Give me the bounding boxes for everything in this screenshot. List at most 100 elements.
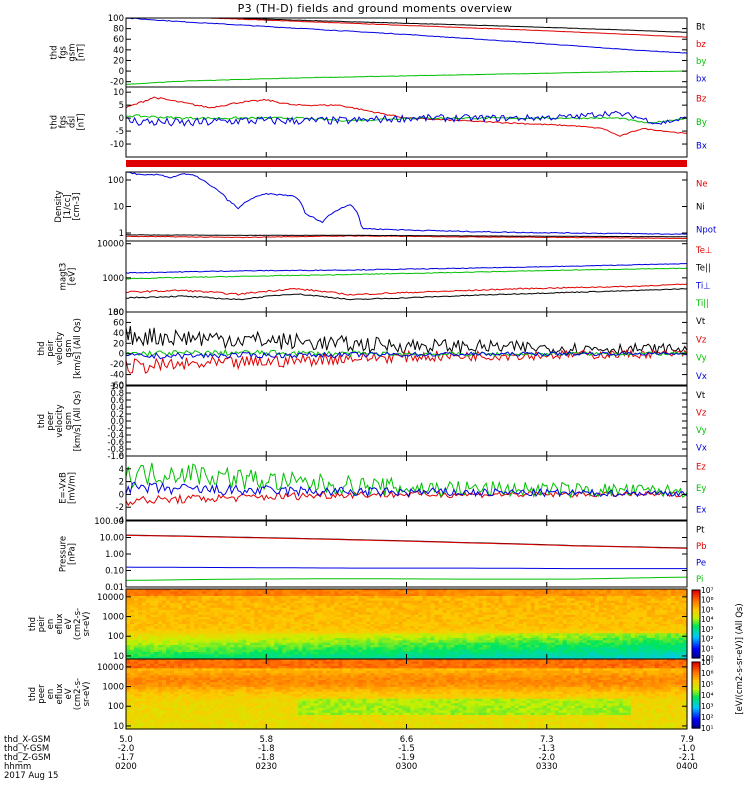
spectrogram-cell bbox=[166, 670, 171, 674]
spectrogram-cell bbox=[214, 600, 219, 604]
series-vz-line bbox=[125, 348, 688, 374]
spectrogram-cell bbox=[290, 631, 295, 634]
spectrogram-cell bbox=[490, 649, 496, 653]
spectrogram-cell bbox=[306, 656, 311, 660]
spectrogram-cell bbox=[566, 640, 572, 644]
spectrogram-cell bbox=[554, 596, 560, 599]
spectrogram-cell bbox=[150, 691, 155, 695]
spectrogram-cell bbox=[178, 624, 183, 627]
spectrogram-cell bbox=[446, 591, 452, 595]
spectrogram-cell bbox=[558, 596, 564, 599]
spectrogram-cell bbox=[402, 652, 408, 655]
spectrogram-cell bbox=[570, 631, 576, 634]
spectrogram-cell bbox=[550, 607, 556, 611]
spectrogram-cell bbox=[602, 619, 608, 623]
spectrogram-cell bbox=[126, 675, 131, 679]
spectrogram-cell bbox=[406, 600, 412, 604]
spectrogram-cell bbox=[382, 596, 388, 599]
spectrogram-cell bbox=[266, 605, 271, 609]
spectrogram-cell bbox=[274, 633, 279, 637]
spectrogram-cell bbox=[362, 656, 367, 660]
spectrogram-cell bbox=[246, 589, 251, 592]
spectrogram-cell bbox=[338, 635, 343, 639]
spectrogram-cell bbox=[238, 589, 243, 592]
spectrogram-cell bbox=[154, 684, 159, 688]
spectrogram-cell bbox=[210, 628, 215, 632]
spectrogram-cell bbox=[178, 619, 183, 623]
spectrogram-cell bbox=[578, 652, 584, 655]
spectrogram-cell bbox=[190, 617, 195, 620]
spectrogram-cell bbox=[182, 617, 187, 620]
spectrogram-cell bbox=[650, 654, 656, 658]
spectrogram-cell bbox=[450, 600, 456, 604]
spectrogram-cell bbox=[478, 589, 484, 592]
spectrogram-cell bbox=[242, 628, 247, 632]
spectrogram-cell bbox=[578, 612, 584, 616]
spectrogram-cell bbox=[222, 647, 227, 651]
spectrogram-cell bbox=[278, 635, 283, 639]
spectrogram-cell bbox=[274, 603, 279, 606]
spectrogram-cell bbox=[134, 701, 139, 704]
spectrogram-cell bbox=[426, 600, 432, 604]
spectrogram-cell bbox=[154, 635, 159, 639]
spectrogram-cell bbox=[238, 628, 243, 632]
spectrogram-cell bbox=[438, 635, 444, 639]
spectrogram-cell bbox=[358, 607, 363, 611]
spectrogram-cell bbox=[202, 596, 207, 599]
spectrogram-cell bbox=[606, 624, 612, 627]
spectrogram-cell bbox=[442, 610, 448, 613]
spectrogram-cell bbox=[398, 610, 404, 613]
spectrogram-cell bbox=[290, 645, 295, 648]
spectrogram-cell bbox=[146, 600, 151, 604]
spectrogram-cell bbox=[470, 656, 476, 660]
spectrogram-cell bbox=[650, 589, 656, 592]
spectrogram-cell bbox=[166, 654, 171, 658]
y-tick-label: -1.0 bbox=[107, 452, 124, 462]
spectrogram-cell bbox=[630, 589, 636, 592]
spectrogram-cell bbox=[226, 603, 231, 606]
spectrogram-cell bbox=[582, 614, 588, 618]
spectrogram-cell bbox=[602, 591, 608, 595]
spectrogram-cell bbox=[202, 635, 207, 639]
legend-te: Te⊥ bbox=[695, 246, 712, 256]
spectrogram-cell bbox=[522, 589, 528, 592]
spectrogram-cell bbox=[646, 621, 652, 625]
spectrogram-cell bbox=[222, 603, 227, 606]
spectrogram-cell bbox=[302, 607, 307, 611]
spectrogram-cell bbox=[675, 656, 680, 660]
spectrogram-cell bbox=[494, 626, 500, 630]
spectrogram-cell bbox=[478, 621, 484, 625]
spectrogram-cell bbox=[262, 614, 267, 618]
spectrogram-cell bbox=[630, 645, 636, 648]
spectrogram-cell bbox=[166, 710, 171, 714]
spectrogram-cell bbox=[671, 642, 676, 646]
spectrogram-cell bbox=[530, 591, 536, 595]
spectrogram-cell bbox=[150, 703, 155, 707]
spectrogram-cell bbox=[242, 591, 247, 595]
spectrogram-cell bbox=[558, 605, 564, 609]
legend-vy: Vy bbox=[696, 354, 707, 364]
spectrogram-cell bbox=[310, 631, 315, 634]
spectrogram-cell bbox=[679, 614, 684, 618]
spectrogram-cell bbox=[474, 656, 480, 660]
spectrogram-cell bbox=[558, 628, 564, 632]
spectrogram-cell bbox=[290, 647, 295, 651]
spectrogram-cell bbox=[146, 701, 151, 704]
spectrogram-cell bbox=[490, 652, 496, 655]
spectrogram-cell bbox=[410, 624, 416, 627]
spectrogram-cell bbox=[630, 656, 636, 660]
spectrogram-cell bbox=[663, 628, 668, 632]
spectrogram-cell bbox=[650, 610, 656, 613]
spectrogram-cell bbox=[594, 621, 600, 625]
spectrogram-cell bbox=[142, 642, 147, 646]
spectrogram-cell bbox=[310, 607, 315, 611]
spectrogram-cell bbox=[638, 624, 644, 627]
spectrogram-cell bbox=[194, 645, 199, 648]
spectrogram-cell bbox=[254, 628, 259, 632]
spectrogram-cell bbox=[382, 647, 388, 651]
spectrogram-cell bbox=[218, 617, 223, 620]
spectrogram-cell bbox=[334, 645, 339, 648]
spectrogram-cell bbox=[170, 610, 175, 613]
spectrogram-cell bbox=[470, 605, 476, 609]
spectrogram-cell bbox=[198, 647, 203, 651]
